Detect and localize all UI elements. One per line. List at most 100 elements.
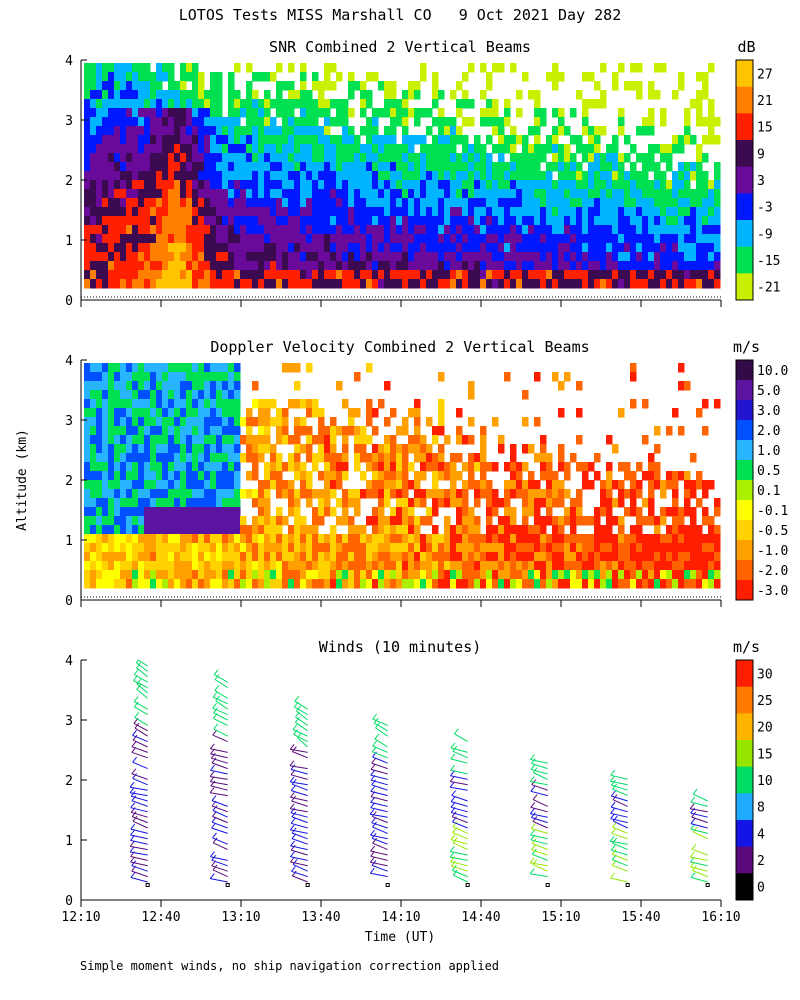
snr-cell (336, 99, 343, 109)
snr-cell (444, 135, 451, 145)
snr-cell (330, 261, 337, 271)
snr-cell (588, 234, 595, 244)
snr-cell (168, 198, 175, 208)
velocity-cell (558, 480, 565, 490)
velocity-cell (108, 462, 115, 472)
snr-cell (396, 207, 403, 217)
snr-cell (330, 171, 337, 181)
snr-cell (102, 198, 109, 208)
wind-barb-flag (529, 857, 535, 864)
velocity-cell (696, 543, 703, 553)
wind-barb-flag (135, 653, 139, 658)
velocity-cell (558, 408, 565, 418)
snr-cell (468, 243, 475, 253)
snr-cell (180, 216, 187, 226)
snr-cell (438, 198, 445, 208)
velocity-cell (372, 444, 379, 454)
velocity-cell (222, 435, 229, 445)
snr-cell (198, 162, 205, 172)
velocity-cell (372, 570, 379, 580)
snr-cell (702, 180, 709, 190)
snr-cell (654, 270, 661, 280)
snr-cell (114, 108, 121, 118)
snr-cell (174, 198, 181, 208)
velocity-cell (648, 543, 655, 553)
velocity-cell (438, 399, 445, 409)
velocity-cell (534, 372, 541, 382)
velocity-cell (246, 579, 253, 589)
velocity-cell (426, 570, 433, 580)
snr-cell (150, 162, 157, 172)
snr-cell (258, 162, 265, 172)
snr-cell (438, 270, 445, 280)
snr-cell (156, 72, 163, 82)
snr-cell (606, 189, 613, 199)
velocity-cell (366, 363, 373, 373)
snr-cell (234, 126, 241, 136)
snr-cell (582, 117, 589, 127)
velocity-cell (186, 408, 193, 418)
wind-barb-flag (133, 669, 139, 675)
snr-cell (510, 180, 517, 190)
velocity-cell (648, 489, 655, 499)
snr-cell (600, 162, 607, 172)
velocity-cell (240, 435, 247, 445)
snr-cell (84, 270, 91, 280)
snr-cell (408, 180, 415, 190)
wind-barb-flag (134, 712, 140, 718)
snr-cell (90, 72, 97, 82)
snr-cell (588, 72, 595, 82)
velocity-cell (366, 543, 373, 553)
snr-cell (138, 72, 145, 82)
snr-cell (702, 234, 709, 244)
velocity-cell (516, 525, 523, 535)
snr-cell (498, 180, 505, 190)
snr-cell (414, 153, 421, 163)
snr-cell (408, 171, 415, 181)
velocity-cell (264, 552, 271, 562)
velocity-cell (264, 399, 271, 409)
wind-barb (691, 848, 708, 856)
snr-cell (222, 144, 229, 154)
velocity-cell (168, 417, 175, 427)
velocity-cell (570, 525, 577, 535)
velocity-cell (258, 444, 265, 454)
snr-cell (390, 81, 397, 91)
velocity-cell (300, 552, 307, 562)
snr-cell (438, 162, 445, 172)
velocity-cell (570, 516, 577, 526)
snr-cell (624, 180, 631, 190)
snr-cell (312, 162, 319, 172)
velocity-cell (486, 498, 493, 508)
snr-cell (306, 216, 313, 226)
wind-barb-flag (372, 837, 377, 844)
snr-cell (348, 135, 355, 145)
snr-cell (216, 126, 223, 136)
velocity-cell (510, 489, 517, 499)
snr-cell (390, 90, 397, 100)
velocity-cell (114, 417, 121, 427)
wind-barb-flag (132, 773, 137, 779)
velocity-cell (630, 570, 637, 580)
snr-cell (240, 216, 247, 226)
snr-cell (462, 72, 469, 82)
snr-cell (102, 216, 109, 226)
snr-cell (192, 243, 199, 253)
velocity-cell (174, 435, 181, 445)
snr-cell (150, 117, 157, 127)
snr-cell (696, 144, 703, 154)
snr-cell (420, 72, 427, 82)
wind-barb (451, 865, 468, 872)
velocity-cell (372, 543, 379, 553)
snr-cell (354, 279, 361, 289)
snr-cell (174, 126, 181, 136)
velocity-cell (366, 453, 373, 463)
velocity-cell (396, 561, 403, 571)
snr-cell (480, 252, 487, 262)
velocity-cell (702, 534, 709, 544)
snr-cell (462, 279, 469, 289)
velocity-cell (114, 471, 121, 481)
snr-cell (564, 180, 571, 190)
velocity-cell (174, 480, 181, 490)
wind-barb (370, 872, 388, 878)
